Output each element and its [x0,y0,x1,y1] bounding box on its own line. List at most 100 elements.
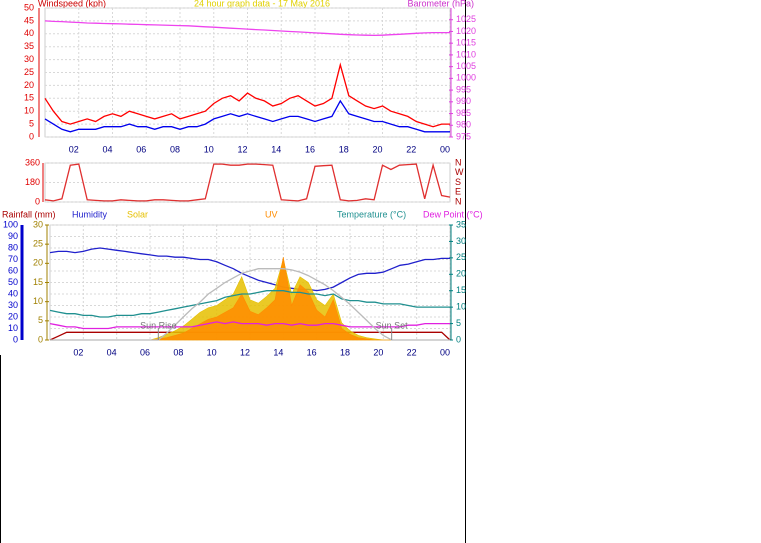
x-tick-label: 16 [305,144,315,154]
wind-axis-title: Windspeed (kph) [38,0,106,8]
y-tick-label: 995 [456,84,471,94]
y-tick-label: 60 [8,265,18,275]
direction-label: E [455,187,461,197]
y-tick-label: 5 [29,118,34,128]
y-tick-label: 100 [3,219,18,229]
x-tick-label: 18 [339,144,349,154]
y-tick-label: 1010 [456,49,476,59]
x-tick-label: 10 [204,144,214,154]
line [50,268,450,341]
y-tick-label: 20 [33,258,43,268]
direction-label: N [455,196,462,206]
line [44,99,450,133]
y-tick-label: 985 [456,108,471,118]
line [49,290,450,318]
y-tick-label: 50 [8,277,18,287]
x-tick-label: 22 [407,347,417,357]
y-tick-label: 0 [35,196,40,206]
x-tick-label: 04 [107,347,117,357]
x-tick-label: 04 [102,144,112,154]
line [44,62,450,128]
chart-title: 24 hour graph data - 17 May 2016 [194,0,330,8]
y-tick-label: 30 [24,54,34,64]
barometer-axis-title: Barometer (hPa) [407,0,474,8]
y-tick-label: 5 [456,318,461,328]
x-tick-label: 08 [170,144,180,154]
x-tick-label: 14 [273,347,283,357]
x-tick-label: 00 [440,144,450,154]
y-tick-label: 975 [456,131,471,141]
y-tick-label: 25 [33,239,43,249]
y-tick-label: 10 [8,323,18,333]
x-tick-label: 06 [140,347,150,357]
y-tick-label: 1000 [456,73,476,83]
x-tick-label: 10 [207,347,217,357]
direction-label: N [455,157,462,167]
y-tick-label: 0 [38,334,43,344]
y-tick-label: 20 [8,311,18,321]
y-tick-label: 80 [8,242,18,252]
x-tick-label: 12 [237,144,247,154]
y-tick-label: 10 [33,296,43,306]
y-tick-label: 180 [25,177,40,187]
y-tick-label: 40 [24,28,34,38]
y-tick-label: 45 [24,15,34,25]
y-tick-label: 90 [8,231,18,241]
x-tick-label: 16 [307,347,317,357]
x-tick-label: 02 [69,144,79,154]
y-tick-label: 5 [38,315,43,325]
x-tick-label: 18 [340,347,350,357]
y-tick-label: 25 [456,252,466,262]
y-tick-label: 15 [456,285,466,295]
y-tick-label: 0 [29,131,34,141]
legend-label: Dew Point (°C) [423,209,483,219]
line [49,321,450,330]
y-tick-label: 25 [24,67,34,77]
y-tick-label: 30 [8,300,18,310]
x-tick-label: 22 [406,144,416,154]
y-tick-label: 30 [33,219,43,229]
y-tick-label: 1020 [456,26,476,36]
annotation-label: Sun Set [376,320,409,330]
x-tick-label: 12 [240,347,250,357]
x-tick-label: 06 [136,144,146,154]
line [44,162,451,202]
y-tick-label: 15 [24,93,34,103]
direction-label: S [455,177,461,187]
y-tick-label: 20 [456,269,466,279]
y-tick-label: 990 [456,96,471,106]
y-tick-label: 1005 [456,61,476,71]
legend-label: Humidity [72,209,108,219]
y-tick-label: 30 [456,236,466,246]
y-tick-label: 15 [33,277,43,287]
line [49,247,450,292]
legend-label: Temperature (°C) [337,209,406,219]
annotation-label: Sun Rise [140,320,177,330]
y-tick-label: 0 [456,334,461,344]
x-tick-label: 02 [73,347,83,357]
y-tick-label: 1025 [456,14,476,24]
x-tick-label: 14 [271,144,281,154]
y-tick-label: 0 [13,334,18,344]
y-tick-label: 360 [25,157,40,167]
y-tick-label: 1015 [456,38,476,48]
x-tick-label: 20 [372,144,382,154]
y-tick-label: 70 [8,254,18,264]
x-tick-label: 20 [373,347,383,357]
legend-label: UV [265,209,278,219]
direction-label: W [455,167,464,177]
y-tick-label: 980 [456,120,471,130]
y-tick-label: 35 [24,41,34,51]
y-tick-label: 10 [456,302,466,312]
line [44,20,450,37]
y-tick-label: 20 [24,80,34,90]
y-tick-label: 35 [456,219,466,229]
y-tick-label: 50 [24,2,34,12]
legend-label: Solar [127,209,148,219]
x-tick-label: 00 [440,347,450,357]
legend-label: Rainfall (mm) [2,209,56,219]
x-tick-label: 08 [173,347,183,357]
y-tick-label: 40 [8,288,18,298]
